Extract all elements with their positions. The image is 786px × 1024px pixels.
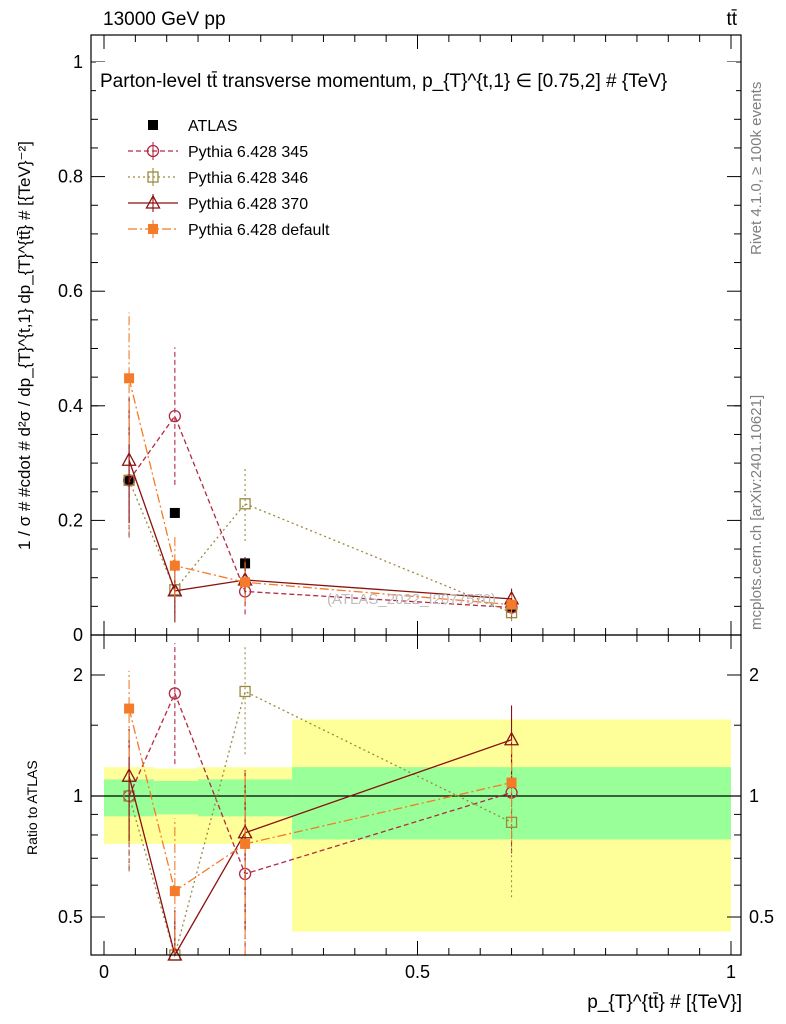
legend-item: ATLAS <box>148 118 238 135</box>
ratio-ytick-label: 1 <box>73 786 83 806</box>
main-ytick-label: 0.6 <box>58 281 83 301</box>
ratio-ytick-label: 0.5 <box>58 907 83 927</box>
legend-marker <box>146 144 160 158</box>
main-ytick-label: 0.2 <box>58 510 83 530</box>
ratio-axis-ticks: 0.5 0.5 1 1 2 2 0 0.5 1 <box>58 635 774 982</box>
legend-item: Pythia 6.428 346 <box>128 168 308 187</box>
ratio-point <box>121 767 137 782</box>
main-point <box>506 599 517 610</box>
chart-title: Parton-level tt̄ transverse momentum, p_… <box>100 71 667 92</box>
ratio-xtick-label: 1 <box>726 962 736 982</box>
ratio-point <box>239 685 251 698</box>
analysis-watermark: (ATLAS_2022_I2077570) <box>327 591 496 608</box>
process-label: tt̄ <box>726 9 737 30</box>
main-ylabel: 1 / σ # #cdot # d²σ / dp_{T}^{t,1} dp_{T… <box>15 141 34 550</box>
main-axis-ticks: 0 0.2 0.4 0.6 0.8 1 <box>58 35 741 645</box>
ratio-ylabel: Ratio to ATLAS <box>24 760 40 855</box>
rivet-version-label: Rivet 4.1.0, ≥ 100k events <box>748 82 765 255</box>
legend-label: Pythia 6.428 370 <box>188 196 308 213</box>
ratio-series-line <box>128 708 512 893</box>
ratio-series-line <box>128 691 512 875</box>
ratio-ytick-label: 2 <box>73 665 83 685</box>
legend-marker <box>148 120 158 130</box>
ratio-point <box>124 703 135 714</box>
ratio-point <box>237 824 253 839</box>
energy-label: 13000 GeV pp <box>103 9 226 30</box>
xlabel: p_{T}^{tt̄} # [{TeV}] <box>587 992 742 1013</box>
ratio-uncertainty-bands <box>104 719 731 932</box>
main-ytick-label: 1 <box>73 52 83 72</box>
ratio-series-3 <box>124 670 517 955</box>
main-series-line <box>128 414 512 609</box>
legend-label: Pythia 6.428 345 <box>188 144 308 161</box>
ratio-series-line <box>128 739 512 957</box>
legend-label: Pythia 6.428 346 <box>188 170 308 187</box>
main-point <box>169 560 180 571</box>
legend-marker <box>148 224 158 234</box>
ratio-point <box>169 886 180 897</box>
legend-marker <box>147 171 159 183</box>
ratio-point <box>506 777 517 788</box>
ratio-xtick-label: 0 <box>99 962 109 982</box>
legend: ATLAS Pythia 6.428 345 Pythia 6.428 346 Pyt… <box>128 118 330 239</box>
main-point <box>168 409 182 423</box>
ratio-stat-band <box>154 780 199 815</box>
ratio-series-group <box>121 643 520 961</box>
ratio-ytick-label-right: 1 <box>749 786 759 806</box>
main-point <box>124 373 135 384</box>
legend-item: Pythia 6.428 370 <box>128 194 308 213</box>
legend-item: Pythia 6.428 345 <box>128 142 308 161</box>
main-point <box>239 498 251 510</box>
main-point <box>121 451 137 466</box>
ratio-frame <box>90 634 742 956</box>
main-ytick-label: 0.8 <box>58 167 83 187</box>
main-point <box>169 507 180 518</box>
main-series-line <box>128 378 512 606</box>
mcplots-label: mcplots.cern.ch [arXiv:2401.10621] <box>748 395 765 630</box>
main-ytick-label: 0 <box>73 625 83 645</box>
main-series-line <box>128 460 512 600</box>
legend-label: ATLAS <box>188 118 238 135</box>
ratio-series-line <box>128 690 512 958</box>
main-ytick-label: 0.4 <box>58 396 83 416</box>
main-series-1 <box>122 347 518 619</box>
legend-marker <box>145 194 161 209</box>
ratio-point <box>240 838 251 849</box>
ratio-point <box>167 946 183 961</box>
main-series-4 <box>124 312 517 615</box>
ratio-ytick-label-right: 0.5 <box>749 907 774 927</box>
ratio-point <box>168 687 182 700</box>
ratio-xtick-label: 0.5 <box>405 962 430 982</box>
title-box <box>96 62 736 98</box>
ratio-ytick-label-right: 2 <box>749 665 759 685</box>
main-series-group <box>121 312 520 623</box>
legend-item: Pythia 6.428 default <box>128 220 330 239</box>
main-point <box>240 577 251 588</box>
legend-label: Pythia 6.428 default <box>188 222 330 239</box>
ratio-point <box>503 731 520 746</box>
